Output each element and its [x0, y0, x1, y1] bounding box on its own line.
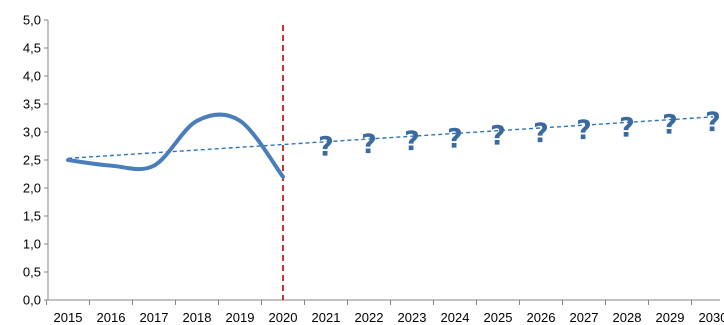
y-tick-label: 5,0 [23, 13, 41, 28]
y-tick-label: 0,5 [23, 265, 41, 280]
question-mark-annotation: ? [662, 110, 678, 141]
y-tick-label: 4,5 [23, 41, 41, 56]
x-tick-label: 2027 [570, 310, 599, 325]
question-mark-annotation: ? [619, 112, 635, 143]
y-tick-label: 2,0 [23, 181, 41, 196]
x-tick-label: 2029 [656, 310, 685, 325]
question-mark-group: ?????????? [318, 107, 721, 163]
y-tick-label: 3,0 [23, 125, 41, 140]
x-tick-label: 2028 [613, 310, 642, 325]
series-line-group [66, 112, 285, 179]
trend-line [67, 116, 714, 160]
y-tick-label: 1,0 [23, 237, 41, 252]
x-tick-label: 2022 [355, 310, 384, 325]
question-mark-annotation: ? [490, 121, 506, 152]
question-mark-annotation: ? [576, 115, 592, 146]
x-tick-label: 2015 [54, 310, 83, 325]
x-tick-label: 2024 [441, 310, 470, 325]
question-mark-annotation: ? [361, 129, 377, 160]
question-mark-annotation: ? [404, 126, 420, 157]
axes: 0,0 0,5 1,0 1,5 2,0 2,5 3,0 3,5 4,0 4,5 5,0 2015 201… [23, 13, 724, 325]
y-tick-label: 3,5 [23, 97, 41, 112]
x-tick-label: 2026 [527, 310, 556, 325]
question-mark-annotation: ? [447, 123, 463, 154]
y-tick-label: 1,5 [23, 209, 41, 224]
x-tick-label: 2019 [226, 310, 255, 325]
x-tick-label: 2030 [699, 310, 724, 325]
x-tick-label: 2025 [484, 310, 513, 325]
y-tick-label: 2,5 [23, 153, 41, 168]
question-mark-annotation: ? [533, 118, 549, 149]
x-tick-label: 2017 [140, 310, 169, 325]
x-tick-label: 2016 [97, 310, 126, 325]
x-tick-label: 2020 [269, 310, 298, 325]
question-mark-annotation: ? [318, 132, 334, 163]
question-mark-annotation: ? [705, 107, 721, 138]
y-tick-label: 0,0 [23, 293, 41, 308]
series-line-actual [66, 112, 285, 179]
trend-line-group [67, 116, 714, 160]
x-tick-label: 2021 [312, 310, 341, 325]
y-tick-label: 4,0 [23, 69, 41, 84]
x-tick-label: 2023 [398, 310, 427, 325]
x-tick-label: 2018 [183, 310, 212, 325]
